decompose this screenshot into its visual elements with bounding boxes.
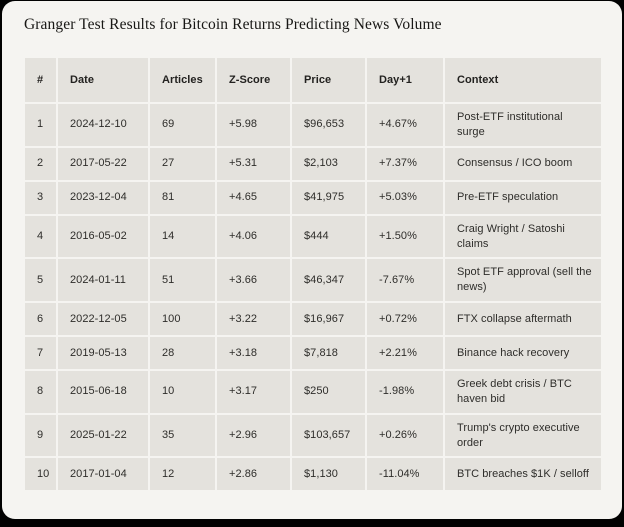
- cell-day-plus-1: -11.04%: [367, 458, 443, 491]
- cell-articles: 35: [150, 414, 215, 457]
- cell-rank: 6: [25, 303, 56, 336]
- table-row: 7 2019-05-13 28 +3.18 $7,818 +2.21% Bina…: [25, 337, 601, 370]
- cell-day-plus-1: -1.98%: [367, 371, 443, 413]
- cell-context: Binance hack recovery: [445, 337, 601, 370]
- cell-articles: 51: [150, 259, 215, 302]
- cell-z-score: +4.65: [217, 181, 290, 214]
- cell-articles: 27: [150, 147, 215, 180]
- cell-rank: 7: [25, 337, 56, 370]
- cell-day-plus-1: +4.67%: [367, 104, 443, 146]
- cell-rank: 3: [25, 181, 56, 214]
- cell-price: $96,653: [292, 104, 365, 146]
- cell-rank: 1: [25, 104, 56, 146]
- table-row: 8 2015-06-18 10 +3.17 $250 -1.98% Greek …: [25, 371, 601, 413]
- cell-z-score: +2.96: [217, 414, 290, 457]
- cell-price: $2,103: [292, 147, 365, 180]
- cell-day-plus-1: +0.72%: [367, 303, 443, 336]
- table-body: 1 2024-12-10 69 +5.98 $96,653 +4.67% Pos…: [25, 104, 601, 491]
- table-row: 4 2016-05-02 14 +4.06 $444 +1.50% Craig …: [25, 215, 601, 258]
- cell-context: Craig Wright / Satoshi claims: [445, 215, 601, 258]
- table-row: 3 2023-12-04 81 +4.65 $41,975 +5.03% Pre…: [25, 181, 601, 214]
- cell-rank: 8: [25, 371, 56, 413]
- cell-price: $16,967: [292, 303, 365, 336]
- column-header-articles: Articles: [150, 58, 215, 102]
- cell-price: $444: [292, 215, 365, 258]
- cell-price: $103,657: [292, 414, 365, 457]
- cell-rank: 4: [25, 215, 56, 258]
- cell-context: Post-ETF institutional surge: [445, 104, 601, 146]
- cell-context: Greek debt crisis / BTC haven bid: [445, 371, 601, 413]
- table-header-row: # Date Articles Z-Score Price Day+1 Cont…: [25, 58, 601, 102]
- cell-price: $7,818: [292, 337, 365, 370]
- column-header-date: Date: [58, 58, 148, 102]
- cell-articles: 69: [150, 104, 215, 146]
- cell-articles: 28: [150, 337, 215, 370]
- cell-day-plus-1: +7.37%: [367, 147, 443, 180]
- table-row: 9 2025-01-22 35 +2.96 $103,657 +0.26% Tr…: [25, 414, 601, 457]
- cell-price: $46,347: [292, 259, 365, 302]
- cell-z-score: +2.86: [217, 458, 290, 491]
- cell-z-score: +3.18: [217, 337, 290, 370]
- cell-z-score: +5.31: [217, 147, 290, 180]
- table-row: 2 2017-05-22 27 +5.31 $2,103 +7.37% Cons…: [25, 147, 601, 180]
- cell-date: 2023-12-04: [58, 181, 148, 214]
- cell-price: $250: [292, 371, 365, 413]
- cell-date: 2016-05-02: [58, 215, 148, 258]
- cell-articles: 14: [150, 215, 215, 258]
- cell-date: 2022-12-05: [58, 303, 148, 336]
- cell-rank: 2: [25, 147, 56, 180]
- cell-context: Trump's crypto executive order: [445, 414, 601, 457]
- column-header-rank: #: [25, 58, 56, 102]
- cell-context: Consensus / ICO boom: [445, 147, 601, 180]
- cell-context: FTX collapse aftermath: [445, 303, 601, 336]
- cell-price: $1,130: [292, 458, 365, 491]
- cell-rank: 10: [25, 458, 56, 491]
- cell-day-plus-1: +1.50%: [367, 215, 443, 258]
- cell-context: BTC breaches $1K / selloff: [445, 458, 601, 491]
- table-row: 1 2024-12-10 69 +5.98 $96,653 +4.67% Pos…: [25, 104, 601, 146]
- cell-day-plus-1: -7.67%: [367, 259, 443, 302]
- column-header-price: Price: [292, 58, 365, 102]
- report-card: Granger Test Results for Bitcoin Returns…: [2, 1, 622, 519]
- cell-date: 2019-05-13: [58, 337, 148, 370]
- cell-z-score: +3.17: [217, 371, 290, 413]
- column-header-context: Context: [445, 58, 601, 102]
- page-title: Granger Test Results for Bitcoin Returns…: [24, 16, 442, 33]
- cell-articles: 12: [150, 458, 215, 491]
- cell-day-plus-1: +0.26%: [367, 414, 443, 457]
- cell-date: 2017-01-04: [58, 458, 148, 491]
- cell-articles: 81: [150, 181, 215, 214]
- table-row: 5 2024-01-11 51 +3.66 $46,347 -7.67% Spo…: [25, 259, 601, 302]
- granger-results-table: # Date Articles Z-Score Price Day+1 Cont…: [25, 58, 601, 491]
- cell-date: 2024-01-11: [58, 259, 148, 302]
- column-header-z-score: Z-Score: [217, 58, 290, 102]
- cell-articles: 100: [150, 303, 215, 336]
- table-row: 6 2022-12-05 100 +3.22 $16,967 +0.72% FT…: [25, 303, 601, 336]
- cell-rank: 9: [25, 414, 56, 457]
- cell-context: Pre-ETF speculation: [445, 181, 601, 214]
- cell-z-score: +5.98: [217, 104, 290, 146]
- cell-date: 2024-12-10: [58, 104, 148, 146]
- cell-date: 2017-05-22: [58, 147, 148, 180]
- cell-price: $41,975: [292, 181, 365, 214]
- cell-context: Spot ETF approval (sell the news): [445, 259, 601, 302]
- cell-z-score: +3.22: [217, 303, 290, 336]
- cell-articles: 10: [150, 371, 215, 413]
- cell-rank: 5: [25, 259, 56, 302]
- cell-day-plus-1: +2.21%: [367, 337, 443, 370]
- table-row: 10 2017-01-04 12 +2.86 $1,130 -11.04% BT…: [25, 458, 601, 491]
- cell-date: 2025-01-22: [58, 414, 148, 457]
- column-header-day-plus-1: Day+1: [367, 58, 443, 102]
- cell-z-score: +3.66: [217, 259, 290, 302]
- cell-z-score: +4.06: [217, 215, 290, 258]
- cell-date: 2015-06-18: [58, 371, 148, 413]
- cell-day-plus-1: +5.03%: [367, 181, 443, 214]
